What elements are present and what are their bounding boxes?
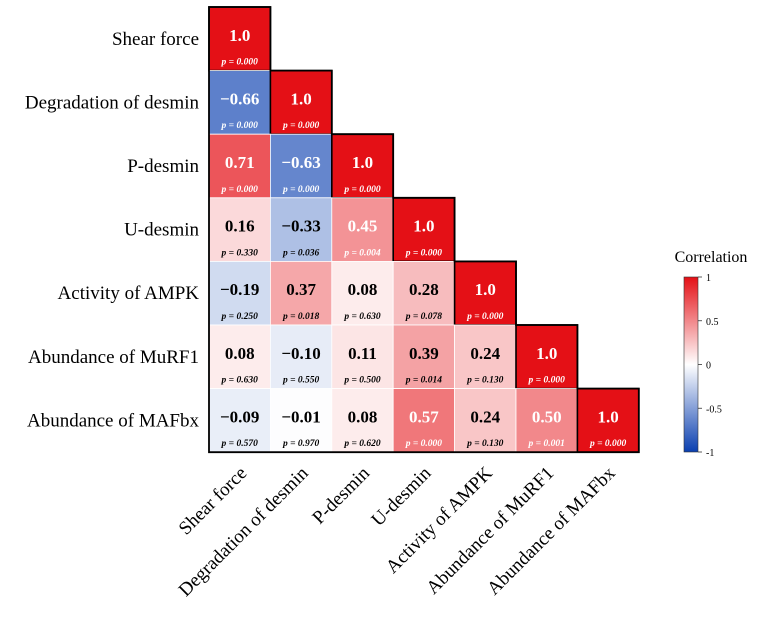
heatmap-cells: 1.0 p = 0.000 −0.66 p = 0.000 1.0 p = 0.000 0.… [208,6,640,454]
row-labels: Shear force Degradation of desmin P-desmin… [25,29,200,432]
legend-ticks: 1 0.5 0 -0.5 -1 [698,273,722,459]
cell-correlation-label: −0.10 [281,344,320,363]
cell-p-value-label: p = 0.970 [282,439,320,449]
cell-p-value-label: p = 0.000 [405,439,443,449]
cell-p-value-label: p = 0.004 [343,248,381,258]
cell-correlation-label: −0.63 [281,153,320,172]
cell-p-value-label: p = 0.630 [221,376,259,386]
row-label: Degradation of desmin [25,92,200,113]
heatmap-outline [208,6,640,454]
legend-tick-label: -1 [706,448,714,459]
row-label: Activity of AMPK [58,283,200,304]
cell-correlation-label: −0.33 [281,217,320,236]
cell-p-value-label: p = 0.000 [466,312,504,322]
heatmap-cell [576,387,640,454]
cell-correlation-label: 0.37 [286,280,316,299]
cell-p-value-label: p = 0.000 [405,248,443,258]
cell-correlation-label: 1.0 [536,344,557,363]
cell-correlation-label: 0.50 [532,407,562,426]
cell-correlation-label: −0.09 [220,407,259,426]
heatmap-cell [208,70,271,135]
cell-correlation-label: 0.71 [225,153,255,172]
cell-p-value-label: p = 0.550 [282,376,320,386]
heatmap-cell [208,388,271,453]
cell-p-value-label: p = 0.000 [282,121,320,131]
cell-p-value-label: p = 0.500 [343,376,381,386]
cell-p-value-label: p = 0.130 [466,439,504,449]
heatmap-cell [392,324,456,389]
heatmap-cell [269,324,333,389]
cell-correlation-label: 0.11 [348,344,377,363]
column-label: P-desmin [308,463,374,529]
row-label: Abundance of MAFbx [27,410,200,431]
cell-correlation-label: 0.24 [470,407,500,426]
heatmap-cell [269,133,333,199]
cell-correlation-label: 0.16 [225,217,255,236]
cell-p-value-label: p = 0.000 [221,58,259,68]
heatmap-cell [331,324,394,389]
cell-p-value-label: p = 0.000 [589,439,627,449]
cell-p-value-label: p = 0.001 [528,439,565,449]
cell-p-value-label: p = 0.000 [221,185,259,195]
cell-p-value-label: p = 0.250 [221,312,259,322]
cell-correlation-label: −0.19 [220,280,259,299]
heatmap-cell [269,260,333,326]
cell-p-value-label: p = 0.570 [221,439,259,449]
legend-tick-label: 0 [706,361,711,372]
cell-correlation-label: 1.0 [475,280,496,299]
heatmap-cell [331,260,394,326]
row-label: U-desmin [124,220,199,241]
column-label: Activity of AMPK [382,463,497,578]
cell-p-value-label: p = 0.018 [282,312,320,322]
cell-correlation-label: 1.0 [413,217,434,236]
heatmap-cell [269,388,333,453]
cell-p-value-label: p = 0.000 [221,121,259,131]
cell-p-value-label: p = 0.630 [343,312,381,322]
cell-p-value-label: p = 0.130 [466,376,504,386]
legend-tick-label: 0.5 [706,317,719,328]
heatmap-cell [269,197,333,262]
cell-p-value-label: p = 0.000 [528,376,566,386]
cell-correlation-label: 0.28 [409,280,439,299]
cell-correlation-label: 0.08 [348,407,378,426]
heatmap-cell [392,197,456,263]
heatmap-cell [330,133,394,199]
cell-correlation-label: 1.0 [229,26,250,45]
cell-p-value-label: p = 0.014 [405,376,443,386]
heatmap-cell [515,324,579,390]
cell-correlation-label: 1.0 [290,89,311,108]
cell-correlation-label: 0.24 [470,344,500,363]
cell-correlation-label: −0.66 [220,89,259,108]
cell-p-value-label: p = 0.036 [282,248,320,258]
cell-p-value-label: p = 0.000 [282,185,320,195]
legend-tick-label: -0.5 [706,404,722,415]
legend-title: Correlation [675,249,748,266]
heatmap-cell [208,133,271,199]
row-label: Shear force [112,29,199,50]
row-label: Abundance of MuRF1 [28,347,199,368]
cell-correlation-label: −0.01 [281,407,320,426]
cell-correlation-label: 1.0 [597,407,618,426]
legend-colorbar [683,276,699,453]
cell-p-value-label: p = 0.000 [343,185,381,195]
color-legend: Correlation 1 0.5 0 -0.5 -1 [675,249,748,459]
heatmap-cell [392,388,456,453]
cell-correlation-label: 0.57 [409,407,439,426]
heatmap-cell [392,260,456,326]
cell-p-value-label: p = 0.078 [405,312,443,322]
cell-correlation-label: 0.39 [409,344,439,363]
heatmap-cell [515,388,578,453]
cell-correlation-label: 1.0 [352,153,373,172]
cell-correlation-label: 0.08 [225,344,255,363]
heatmap-cell [454,324,517,389]
cell-p-value-label: p = 0.330 [221,248,259,258]
legend-tick-label: 1 [706,273,711,284]
row-label: P-desmin [127,156,199,177]
cell-correlation-label: 0.08 [348,280,378,299]
cell-p-value-label: p = 0.620 [343,439,381,449]
cell-correlation-label: 0.45 [348,217,378,236]
